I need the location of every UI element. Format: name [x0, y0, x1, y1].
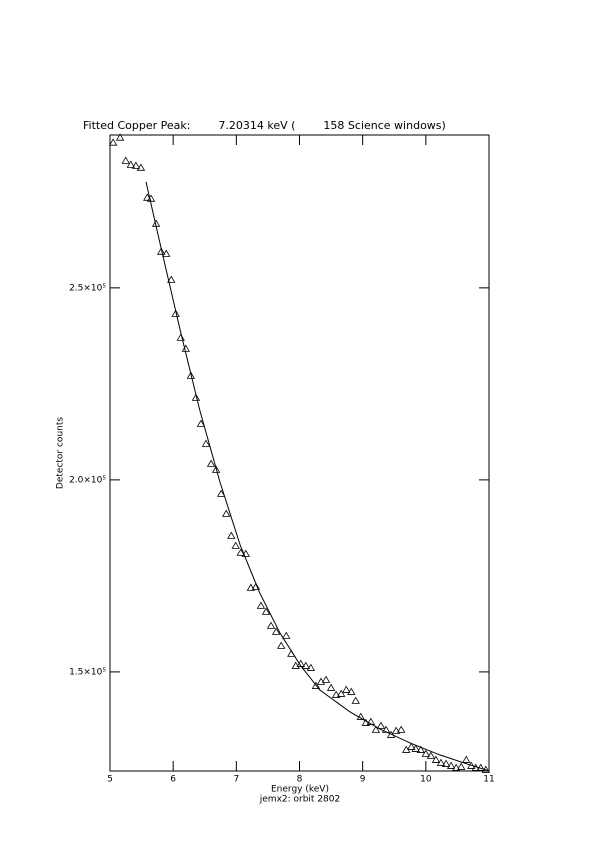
data-point: [256, 601, 266, 609]
data-point: [115, 133, 125, 141]
data-point: [391, 726, 401, 734]
data-point: [171, 309, 180, 317]
data-point: [321, 675, 331, 683]
data-point: [126, 160, 136, 168]
data-point: [191, 393, 201, 401]
data-point: [446, 761, 456, 769]
subtitle: jemx2: orbit 2802: [259, 795, 340, 805]
y-tick-label: 2.5×10⁵: [69, 283, 106, 293]
data-point: [326, 683, 336, 691]
x-axis-label: Energy (keV): [271, 785, 329, 795]
data-point: [282, 631, 291, 639]
data-point: [397, 725, 406, 733]
data-point: [342, 685, 351, 693]
data-point: [121, 156, 130, 164]
data-point: [131, 161, 141, 169]
data-point: [306, 663, 316, 671]
data-point: [231, 541, 240, 549]
data-point: [236, 548, 245, 556]
data-point: [271, 627, 281, 635]
y-tick-label: 1.5×10⁵: [69, 667, 106, 677]
data-point: [436, 758, 446, 766]
data-point: [457, 762, 466, 770]
data-point: [261, 607, 271, 615]
data-point: [431, 755, 441, 763]
data-point: [196, 419, 206, 427]
x-tick-label: 6: [170, 775, 176, 785]
data-point: [416, 745, 425, 753]
data-point: [276, 641, 286, 649]
x-tick-label: 9: [360, 775, 366, 785]
data-point: [351, 696, 360, 704]
data-point: [136, 163, 146, 171]
chart-title: Fitted Copper Peak: 7.20314 keV ( 158 Sc…: [83, 119, 446, 132]
y-axis-label: Detector counts: [56, 417, 66, 489]
data-point: [407, 742, 416, 750]
data-point: [251, 582, 261, 590]
data-point: [176, 333, 185, 341]
x-tick-label: 10: [420, 775, 432, 785]
data-point: [108, 138, 118, 146]
data-point: [336, 689, 346, 697]
data-point: [222, 509, 231, 517]
data-point: [186, 371, 196, 379]
data-point: [143, 193, 152, 201]
data-point: [206, 459, 216, 467]
data-point: [411, 744, 420, 752]
data-point: [301, 661, 311, 669]
data-point: [371, 725, 381, 733]
data-point: [462, 755, 471, 763]
data-point: [227, 531, 236, 539]
data-point: [331, 690, 341, 698]
data-point: [162, 249, 171, 257]
data-point: [426, 751, 436, 759]
data-point: [266, 621, 276, 629]
data-point: [167, 275, 176, 283]
x-tick-label: 5: [107, 775, 113, 785]
data-point: [356, 712, 365, 720]
data-point: [246, 583, 256, 591]
data-point: [211, 465, 221, 473]
data-point: [381, 725, 391, 733]
y-tick-label: 2.0×10⁵: [69, 475, 106, 485]
data-point: [451, 763, 461, 771]
x-tick-label: 8: [297, 775, 303, 785]
data-point: [347, 687, 356, 695]
data-point: [441, 759, 451, 767]
data-point: [376, 721, 386, 729]
data-point: [311, 681, 321, 689]
x-tick-label: 7: [233, 775, 239, 785]
fit-line: [145, 181, 490, 772]
data-point: [421, 749, 431, 757]
data-point: [156, 247, 166, 255]
data-point: [216, 489, 226, 497]
data-point: [201, 439, 211, 447]
x-tick-label: 11: [483, 775, 494, 785]
